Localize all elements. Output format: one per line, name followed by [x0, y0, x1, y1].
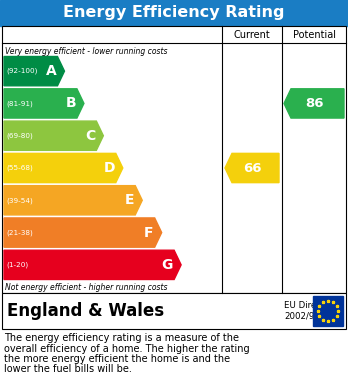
Text: E: E [125, 193, 134, 207]
Text: lower the fuel bills will be.: lower the fuel bills will be. [4, 364, 132, 375]
Polygon shape [4, 121, 103, 151]
Text: England & Wales: England & Wales [7, 302, 164, 320]
Text: Very energy efficient - lower running costs: Very energy efficient - lower running co… [5, 47, 167, 56]
Bar [0, 0, 348, 26]
Bar [2, 26, 346, 293]
Bar [313, 296, 343, 326]
Text: 86: 86 [305, 97, 323, 110]
Text: C: C [85, 129, 95, 143]
Polygon shape [4, 153, 123, 183]
Text: B: B [65, 97, 76, 110]
Polygon shape [4, 57, 64, 86]
Text: EU Directive: EU Directive [284, 301, 337, 310]
Text: The energy efficiency rating is a measure of the: The energy efficiency rating is a measur… [4, 333, 239, 343]
Text: (39-54): (39-54) [6, 197, 33, 204]
Text: F: F [144, 226, 154, 240]
Text: Energy Efficiency Rating: Energy Efficiency Rating [63, 5, 285, 20]
Text: Current: Current [234, 29, 270, 39]
Text: the more energy efficient the home is and the: the more energy efficient the home is an… [4, 354, 230, 364]
Text: overall efficiency of a home. The higher the rating: overall efficiency of a home. The higher… [4, 344, 250, 353]
Text: (69-80): (69-80) [6, 133, 33, 139]
Text: (92-100): (92-100) [6, 68, 37, 74]
Text: (1-20): (1-20) [6, 262, 28, 268]
Bar [2, 293, 346, 329]
Polygon shape [284, 89, 344, 118]
Text: D: D [103, 161, 115, 175]
Text: 2002/91/EC: 2002/91/EC [284, 312, 334, 321]
Polygon shape [4, 186, 142, 215]
Text: (55-68): (55-68) [6, 165, 33, 171]
Text: G: G [162, 258, 173, 272]
Text: (81-91): (81-91) [6, 100, 33, 107]
Polygon shape [4, 89, 84, 118]
Text: Not energy efficient - higher running costs: Not energy efficient - higher running co… [5, 283, 167, 292]
Text: Potential: Potential [293, 29, 335, 39]
Text: (21-38): (21-38) [6, 229, 33, 236]
Text: 66: 66 [243, 161, 261, 174]
Polygon shape [4, 250, 181, 280]
Text: A: A [46, 64, 56, 78]
Polygon shape [4, 218, 162, 247]
Polygon shape [225, 153, 279, 183]
